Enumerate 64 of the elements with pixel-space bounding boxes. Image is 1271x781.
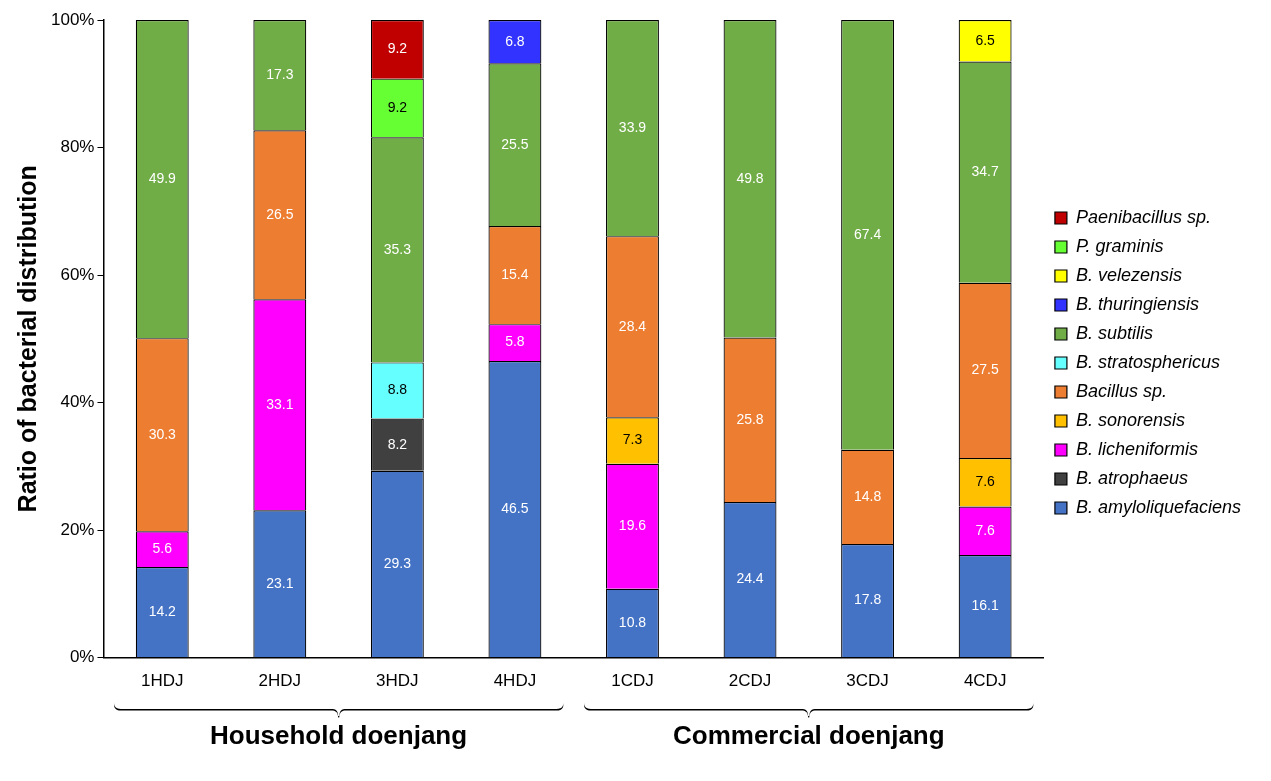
data-label: 25.8 (736, 410, 764, 427)
legend-label: P. graminis (1075, 236, 1164, 256)
data-label: 5.6 (152, 540, 173, 557)
legend-label: B. licheniformis (1075, 439, 1198, 459)
x-tick-label: 1CDJ (611, 671, 654, 691)
legend-label: Bacillus sp. (1075, 381, 1167, 401)
data-label: 33.1 (266, 395, 294, 412)
data-label: 34.7 (971, 162, 999, 179)
y-tick-label: 100% (51, 9, 95, 29)
x-tick-label: 2CDJ (728, 671, 772, 691)
y-tick-label: 40% (60, 392, 95, 412)
text: Household doenjang (210, 719, 468, 751)
x-tick-label: 4HDJ (493, 671, 537, 691)
data-label: 33.9 (618, 118, 647, 135)
legend-label: B. stratosphericus (1075, 352, 1220, 372)
data-label: 16.1 (971, 596, 999, 613)
x-tick-label: 3CDJ (846, 671, 889, 691)
x-tick-label: 4CDJ (963, 671, 1007, 691)
text: Commercial doenjang (672, 719, 945, 751)
data-label: 14.2 (148, 602, 177, 619)
y-tick-label: 0% (69, 647, 95, 667)
x-tick-label: 2HDJ (258, 671, 302, 691)
data-label: 7.6 (975, 521, 996, 538)
data-label: 23.1 (266, 574, 294, 591)
data-label: 5.8 (505, 333, 525, 350)
legend-label: B. thuringiensis (1075, 294, 1199, 314)
data-label: 7.3 (622, 431, 643, 448)
data-label: 19.6 (618, 517, 647, 534)
data-label: 10.8 (618, 613, 647, 630)
legend-label: B. atrophaeus (1075, 468, 1188, 488)
data-label: 6.5 (975, 31, 996, 48)
y-tick-label: 20% (60, 519, 95, 539)
data-label: 26.5 (266, 205, 294, 222)
data-label: 24.4 (736, 570, 764, 587)
data-label: 49.8 (736, 169, 764, 186)
data-label: 29.3 (383, 554, 412, 571)
data-label: 46.5 (501, 499, 529, 516)
data-label: 49.9 (148, 169, 177, 186)
data-label: 14.8 (853, 487, 882, 504)
data-label: 17.8 (853, 591, 882, 608)
legend-label: B. velezensis (1075, 265, 1182, 285)
legend-label: B. sonorensis (1075, 410, 1185, 430)
y-tick-label: 80% (60, 137, 95, 157)
data-label: 6.8 (505, 32, 525, 49)
data-label: 8.8 (387, 381, 408, 398)
y-axis-title: Ratio of bacterial distribution (12, 165, 41, 513)
data-label: 35.3 (383, 240, 412, 257)
data-label: 30.3 (148, 425, 177, 442)
x-tick-label: 3HDJ (376, 671, 419, 691)
legend-label: B. subtilis (1075, 323, 1153, 343)
legend-label: Paenibacillus sp. (1075, 207, 1212, 227)
data-label: 9.2 (387, 40, 408, 57)
data-label: 67.4 (853, 225, 882, 242)
data-label: 17.3 (266, 66, 294, 83)
data-label: 28.4 (618, 317, 647, 334)
data-label: 25.5 (501, 135, 529, 152)
data-label: 8.2 (387, 435, 408, 452)
data-label: 7.6 (975, 473, 996, 490)
data-label: 15.4 (501, 265, 529, 282)
data-label: 9.2 (387, 98, 408, 115)
y-tick-label: 60% (60, 264, 95, 284)
x-tick-label: 1HDJ (141, 671, 184, 691)
data-label: 27.5 (971, 361, 999, 378)
legend-label: B. amyloliquefaciens (1075, 497, 1242, 517)
